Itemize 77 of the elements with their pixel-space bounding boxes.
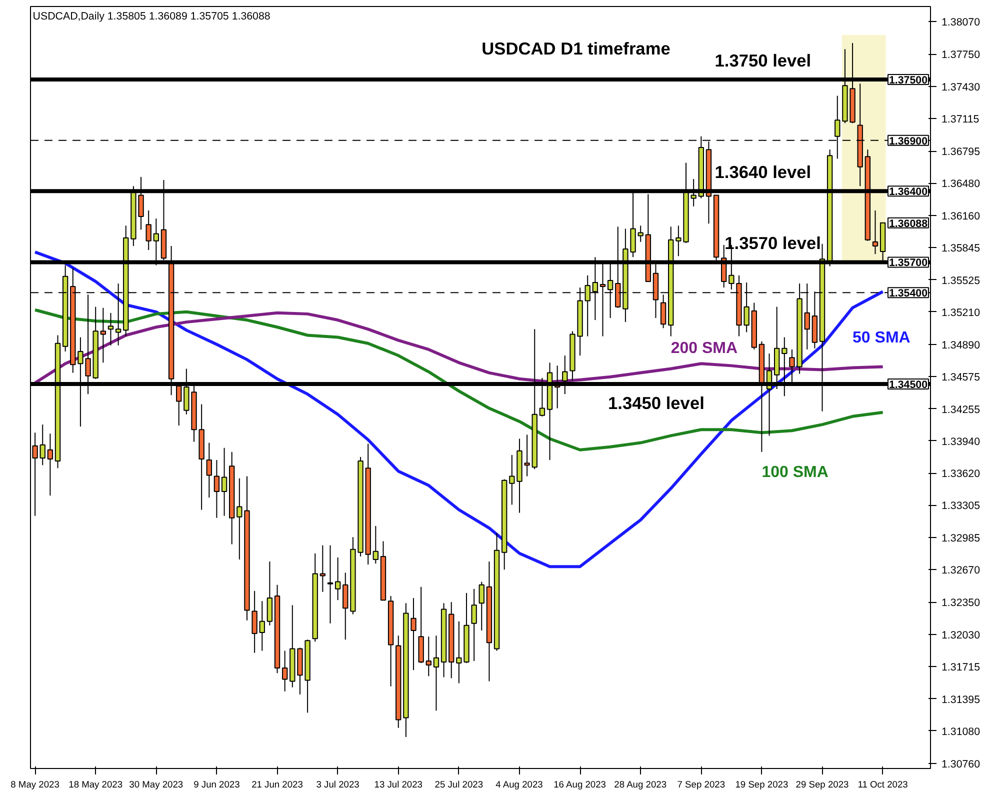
y-tick-label: 1.32985 bbox=[942, 532, 980, 545]
y-tick-label: 1.37430 bbox=[942, 82, 980, 94]
y-tick-label: 1.31395 bbox=[942, 694, 980, 706]
candlestick bbox=[320, 544, 326, 592]
y-tick-label: 1.33620 bbox=[942, 468, 980, 480]
ref-line-label: 1.36900 bbox=[888, 135, 928, 148]
y-tick-label: 1.36795 bbox=[942, 146, 980, 158]
x-tick-label: 13 Jul 2023 bbox=[374, 780, 423, 790]
candlestick bbox=[872, 210, 878, 255]
x-tick-label: 18 May 2023 bbox=[68, 780, 123, 790]
annotation: 1.3570 level bbox=[724, 233, 821, 254]
ref-line-label: 1.37500 bbox=[888, 74, 928, 87]
x-tick-label: 8 May 2023 bbox=[10, 780, 60, 790]
x-tick-label: 4 Aug 2023 bbox=[496, 780, 543, 790]
candlestick bbox=[342, 572, 348, 640]
candlestick bbox=[334, 556, 341, 601]
ref-line-label: 1.34500 bbox=[888, 378, 928, 391]
candlestick bbox=[327, 544, 334, 624]
candlestick bbox=[40, 424, 46, 466]
candlestick bbox=[266, 561, 273, 626]
annotation: 1.3750 level bbox=[714, 50, 812, 71]
x-tick-label: 28 Aug 2023 bbox=[614, 780, 667, 790]
candlestick bbox=[146, 210, 152, 251]
candlestick bbox=[108, 312, 114, 346]
y-tick-label: 1.34575 bbox=[942, 371, 980, 384]
y-tick-label: 1.33940 bbox=[942, 436, 980, 448]
x-tick-label: 21 Jun 2023 bbox=[252, 780, 303, 790]
y-tick-label: 1.34890 bbox=[942, 339, 980, 352]
x-tick-label: 25 Jul 2023 bbox=[434, 780, 484, 790]
candlestick bbox=[426, 636, 432, 677]
y-tick-label: 1.33305 bbox=[942, 500, 980, 512]
ref-line-label: 1.35400 bbox=[888, 288, 928, 300]
x-tick-label: 30 May 2023 bbox=[129, 780, 184, 790]
annotation: USDCAD,Daily 1.35805 1.36089 1.35705 1.36088 bbox=[32, 10, 270, 22]
y-tick-label: 1.37750 bbox=[942, 49, 980, 62]
y-tick-label: 1.36480 bbox=[942, 178, 980, 190]
y-tick-label: 1.35210 bbox=[942, 306, 980, 319]
y-tick-label: 1.35845 bbox=[942, 242, 980, 254]
candlestick bbox=[372, 526, 379, 564]
series-label: 50 SMA bbox=[852, 329, 911, 346]
y-tick-label: 1.32350 bbox=[942, 597, 980, 610]
y-tick-label: 1.34255 bbox=[942, 404, 980, 416]
y-tick-label: 1.37115 bbox=[942, 114, 980, 126]
candlestick bbox=[433, 635, 440, 712]
candlestick bbox=[206, 442, 212, 498]
y-tick-label: 1.30760 bbox=[942, 758, 980, 770]
candlestick bbox=[47, 433, 54, 496]
candlestick bbox=[100, 307, 106, 364]
x-tick-label: 29 Sep 2023 bbox=[796, 780, 849, 790]
y-tick-label: 1.36160 bbox=[942, 210, 980, 223]
y-tick-label: 1.32030 bbox=[942, 630, 980, 642]
x-tick-label: 7 Sep 2023 bbox=[677, 780, 726, 790]
annotation: 1.3450 level bbox=[608, 392, 704, 413]
ref-line-label: 1.36400 bbox=[888, 186, 928, 198]
series-label: 200 SMA bbox=[670, 340, 738, 358]
y-tick-label: 1.31715 bbox=[942, 662, 980, 674]
series-label: 100 SMA bbox=[762, 464, 829, 482]
candlestick bbox=[214, 460, 220, 518]
y-tick-label: 1.35525 bbox=[942, 274, 980, 287]
candlestick bbox=[259, 600, 265, 652]
candlestick bbox=[478, 581, 484, 632]
y-tick-label: 1.31080 bbox=[942, 726, 980, 738]
y-tick-label: 1.38070 bbox=[942, 16, 980, 29]
x-tick-label: 9 Jun 2023 bbox=[194, 780, 240, 790]
ref-line-label: 1.35700 bbox=[888, 257, 928, 270]
candlestick bbox=[221, 447, 228, 516]
annotation: 1.3640 level bbox=[714, 162, 812, 182]
x-tick-label: 16 Aug 2023 bbox=[554, 780, 606, 790]
x-tick-label: 3 Jul 2023 bbox=[316, 780, 360, 790]
text: 1.36088 bbox=[888, 218, 928, 230]
x-tick-label: 19 Sep 2023 bbox=[735, 780, 788, 790]
candlestick bbox=[282, 650, 288, 692]
candlestick bbox=[252, 590, 258, 654]
x-tick-label: 11 Oct 2023 bbox=[858, 780, 908, 790]
candlestick bbox=[471, 588, 477, 662]
y-tick-label: 1.32670 bbox=[942, 564, 980, 577]
annotation: USDCAD D1 timeframe bbox=[482, 38, 671, 58]
